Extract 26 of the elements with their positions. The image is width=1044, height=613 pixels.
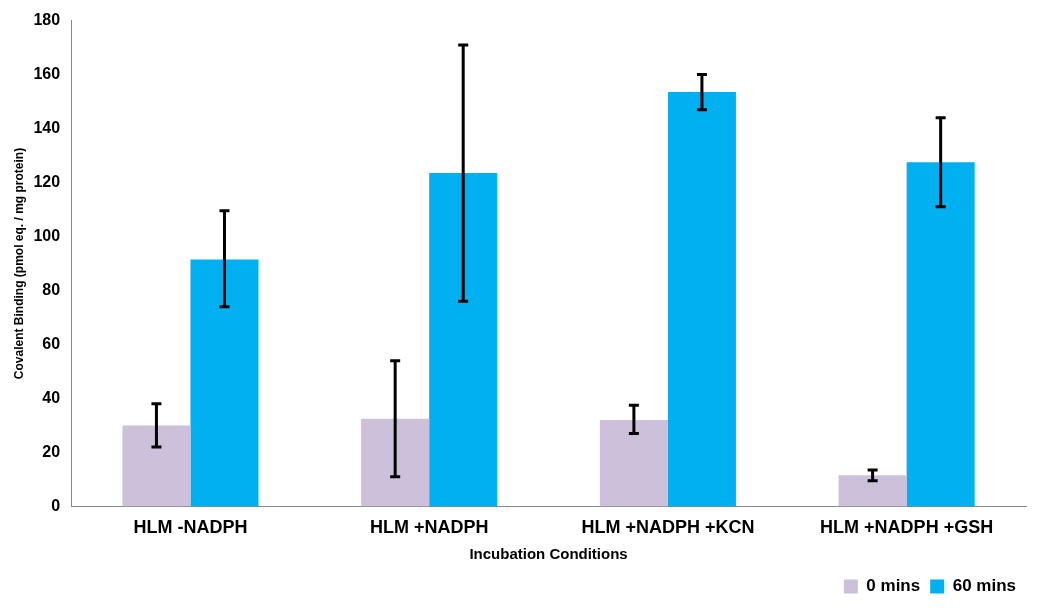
x-tick-label: HLM -NADPH [133, 517, 248, 538]
x-tick-label: HLM +NADPH [369, 517, 489, 538]
y-tick-label: 120 [33, 172, 61, 190]
y-axis-title: Covalent Binding (pmol eq. / mg protein) [11, 147, 26, 380]
y-tick-label: 180 [33, 11, 61, 29]
y-tick-label: 140 [33, 118, 61, 136]
bar [667, 92, 736, 507]
y-tick-label: 0 [51, 496, 61, 514]
bar [599, 420, 668, 507]
bar [429, 173, 498, 507]
bar [122, 425, 191, 507]
x-tick-label: HLM +NADPH +GSH [820, 517, 994, 538]
y-tick-label: 100 [33, 226, 61, 244]
y-tick-label: 20 [42, 442, 61, 460]
legend-label: 60 mins [952, 576, 1016, 596]
legend-label: 0 mins [866, 576, 921, 596]
bar [190, 259, 259, 507]
bar [361, 418, 430, 507]
y-tick-label: 160 [33, 64, 61, 82]
y-tick-label: 80 [42, 280, 61, 298]
y-tick-label: 60 [42, 334, 61, 352]
x-tick-label: HLM +NADPH +KCN [581, 517, 755, 538]
x-axis-title: Incubation Conditions [469, 545, 628, 563]
bar [838, 475, 907, 507]
bar [906, 162, 975, 507]
y-tick-label: 40 [42, 388, 61, 406]
